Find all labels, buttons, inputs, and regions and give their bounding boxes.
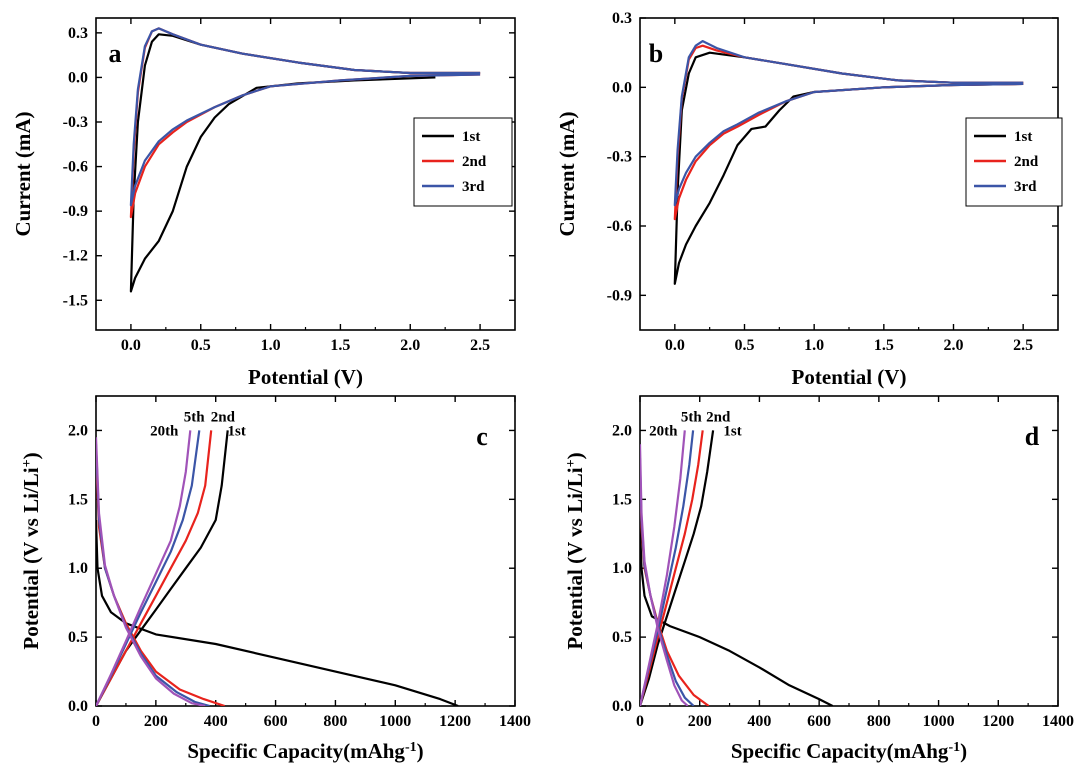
x-tick-label: 400: [747, 713, 771, 730]
cycle-label: 1st: [723, 423, 741, 439]
legend-label: 3rd: [462, 179, 485, 195]
x-tick-label: 1400: [1042, 713, 1074, 730]
x-tick-label: 1.5: [330, 337, 350, 354]
series-line-1st: [640, 430, 715, 706]
cycle-label: 5th: [184, 410, 205, 426]
x-tick-label: 1.0: [261, 337, 281, 354]
x-tick-label: 600: [264, 713, 288, 730]
x-tick-label: 1400: [499, 713, 531, 730]
panel-letter: b: [649, 39, 663, 68]
x-tick-label: 0: [92, 713, 100, 730]
x-tick-label: 600: [807, 713, 831, 730]
x-tick-label: 0.5: [191, 337, 211, 354]
x-tick-label: 2.0: [944, 337, 964, 354]
y-tick-label: -0.6: [607, 218, 632, 235]
x-tick-label: 400: [204, 713, 228, 730]
x-tick-label: 1000: [923, 713, 955, 730]
plot-frame: [639, 395, 1059, 707]
panel-b: 0.0 0.5 1.0 1.5 2.0 2.5 0.3 0.0 -0.3 -0.6 -0.9 Pote…: [555, 10, 1063, 389]
y-tick-label: 0.0: [612, 79, 632, 96]
x-tick-label: 2.0: [400, 337, 420, 354]
x-tick-label: 0.0: [121, 337, 141, 354]
x-tick-label: 1.0: [804, 337, 824, 354]
legend-label: 3rd: [1014, 179, 1037, 195]
series-line-2nd: [96, 430, 213, 706]
series-line-20th: [640, 430, 686, 706]
x-tick-label: 200: [144, 713, 168, 730]
x-tick-label: 2.5: [1013, 337, 1033, 354]
cycle-label: 20th: [150, 423, 179, 439]
y-tick-label: -0.9: [607, 287, 632, 304]
cycle-label: 20th: [649, 423, 678, 439]
series-line-3rd: [129, 27, 481, 207]
x-axis-title: Specific Capacity(mAhg-1): [187, 739, 423, 763]
panel-c: 0 200 400 600 800 1000 1200 1400 0.0 0.5 1.0 1.5 2.0…: [19, 395, 531, 763]
y-axis-title: Potential (V vs Li/Li+): [19, 452, 43, 649]
y-tick-label: 1.0: [612, 560, 632, 577]
y-tick-label: 0.0: [68, 698, 88, 715]
y-tick-label: -0.6: [63, 159, 88, 176]
x-tick-label: 0.5: [735, 337, 755, 354]
y-tick-label: -1.2: [63, 248, 88, 265]
series-line-20th: [640, 444, 689, 706]
x-tick-label: 800: [867, 713, 891, 730]
x-tick-label: 200: [688, 713, 712, 730]
series-line-3rd: [673, 40, 1024, 207]
plot-frame: [95, 395, 516, 707]
y-tick-label: 1.5: [612, 491, 632, 508]
legend-label: 1st: [462, 129, 480, 145]
series-line-20th: [96, 430, 192, 706]
cycle-label: 2nd: [706, 410, 731, 426]
legend: 1st 2nd 3rd: [413, 117, 513, 207]
y-tick-label: 1.5: [68, 491, 88, 508]
y-tick-label: -0.3: [607, 149, 632, 166]
y-tick-label: 0.0: [68, 69, 88, 86]
x-axis-title: Potential (V): [248, 365, 363, 389]
panel-letter: a: [109, 39, 122, 68]
y-axis-title: Current (mA): [555, 111, 579, 236]
y-tick-label: 0.5: [68, 629, 88, 646]
x-tick-label: 1200: [982, 713, 1014, 730]
cycle-label: 5th: [681, 410, 702, 426]
y-tick-label: -1.5: [63, 292, 88, 309]
y-tick-label: 2.0: [612, 422, 632, 439]
x-tick-label: 0: [636, 713, 644, 730]
legend-box: [413, 117, 513, 207]
y-tick-label: -0.9: [63, 203, 88, 220]
y-tick-label: 1.0: [68, 560, 88, 577]
x-axis-title: Potential (V): [792, 365, 907, 389]
cycle-label: 1st: [227, 423, 245, 439]
y-tick-label: 0.5: [612, 629, 632, 646]
legend: 1st 2nd 3rd: [965, 117, 1063, 207]
x-tick-label: 1000: [379, 713, 411, 730]
series-line-2nd: [640, 430, 704, 706]
x-tick-label: 1200: [439, 713, 471, 730]
panel-a: 0.0 0.5 1.0 1.5 2.0 2.5 0.3 0.0 -0.3 -0.6 -0.9 -1.2…: [11, 17, 516, 389]
series-line-1st: [640, 526, 834, 706]
y-axis-title: Current (mA): [11, 111, 35, 236]
y-tick-label: 2.0: [68, 422, 88, 439]
legend-label: 2nd: [462, 154, 487, 170]
y-tick-label: 0.3: [68, 25, 88, 42]
legend-label: 1st: [1014, 129, 1032, 145]
legend-label: 2nd: [1014, 154, 1039, 170]
x-axis-title: Specific Capacity(mAhg-1): [731, 739, 967, 763]
x-tick-label: 1.5: [874, 337, 894, 354]
y-axis-title: Potential (V vs Li/Li+): [563, 452, 587, 649]
x-tick-label: 800: [323, 713, 347, 730]
series-line-1st: [96, 519, 459, 706]
panel-d: 0 200 400 600 800 1000 1200 1400 0.0 0.5 1.0 1.5 2.0…: [563, 395, 1074, 763]
y-tick-label: -0.3: [63, 114, 88, 131]
series-line-20th: [96, 437, 206, 706]
x-tick-label: 0.0: [665, 337, 685, 354]
panel-letter: d: [1025, 422, 1040, 451]
panel-letter: c: [476, 422, 488, 451]
y-tick-label: 0.3: [612, 10, 632, 27]
y-tick-label: 0.0: [612, 698, 632, 715]
x-tick-label: 2.5: [470, 337, 490, 354]
cycle-label: 2nd: [211, 410, 236, 426]
